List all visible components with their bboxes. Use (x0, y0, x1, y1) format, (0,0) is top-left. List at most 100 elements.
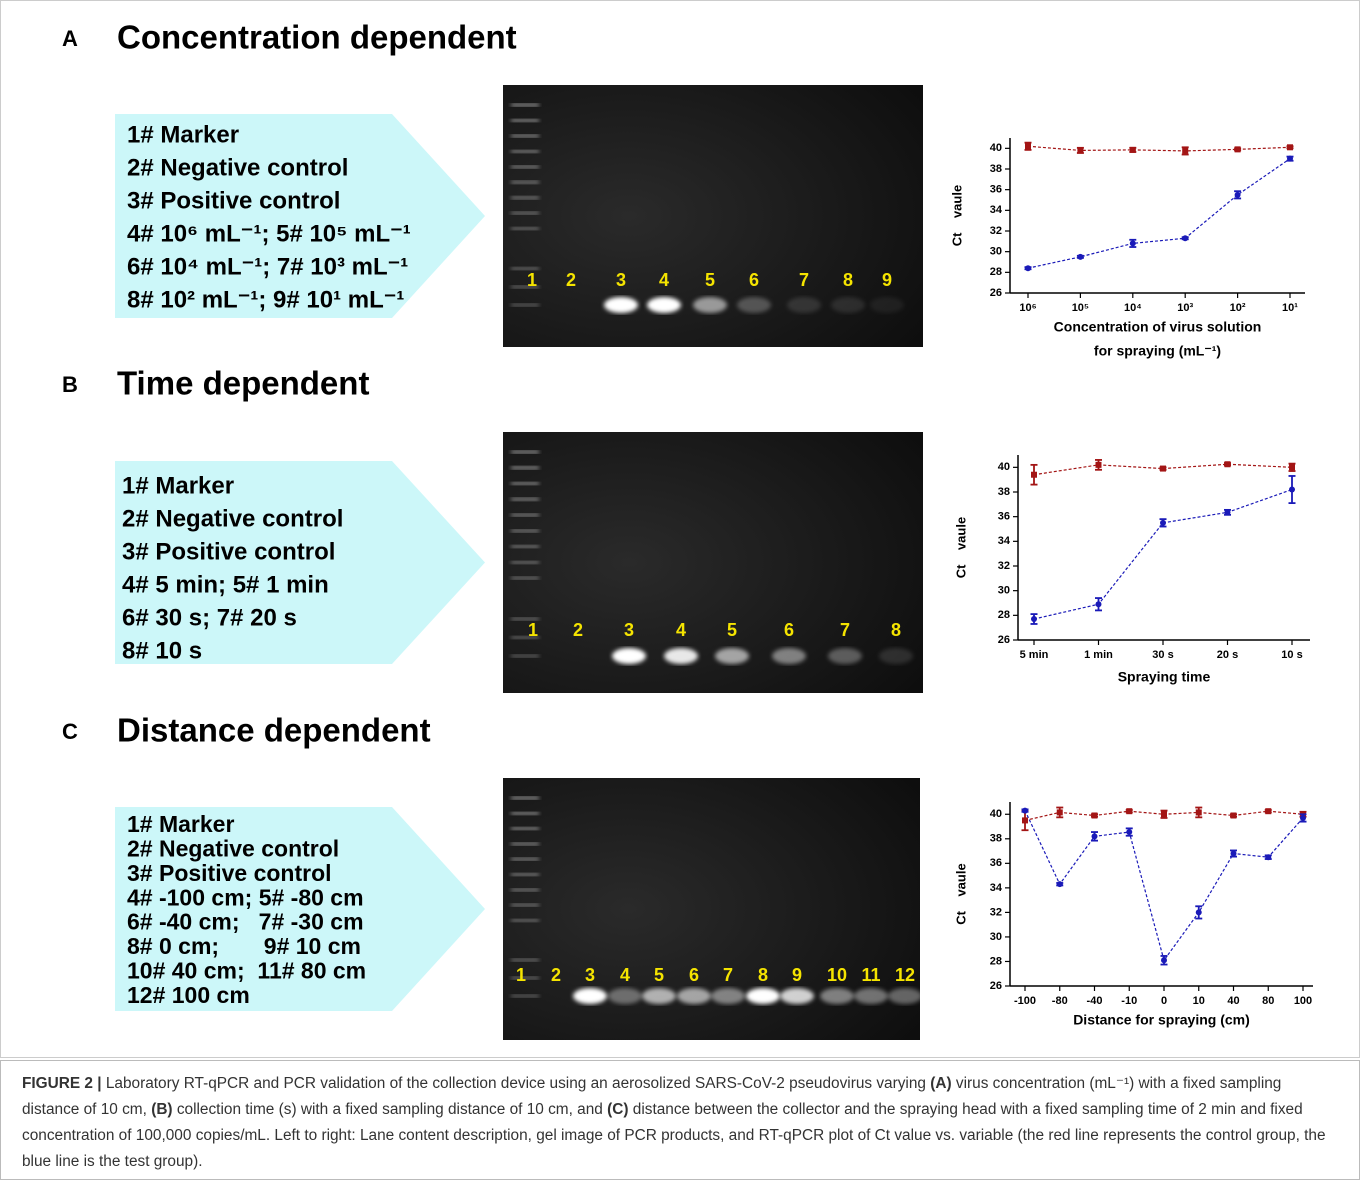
data-point (1077, 147, 1083, 153)
y-axis-label: Ct vaule (953, 517, 968, 578)
lane-description: 4# -100 cm; 5# -80 cm (127, 884, 364, 910)
lane-number: 6 (749, 270, 759, 290)
ladder-band (511, 451, 539, 454)
x-tick-label: 0 (1161, 995, 1167, 1007)
data-point (1025, 143, 1031, 149)
lane-number: 7 (840, 620, 850, 640)
gel-band (693, 297, 727, 313)
lane-number: 5 (654, 965, 664, 985)
data-point (1160, 520, 1166, 526)
gel-band (828, 648, 862, 664)
ladder-band (511, 150, 539, 153)
data-point (1022, 808, 1028, 814)
lane-description: 8# 10² mL⁻¹; 9# 10¹ mL⁻¹ (127, 286, 404, 313)
data-point (1265, 854, 1271, 860)
lane-description: 8# 10 s (122, 637, 202, 664)
y-tick-label: 34 (990, 882, 1003, 894)
ladder-band (511, 119, 539, 122)
lane-number: 4 (620, 965, 630, 985)
x-tick-label: 10⁴ (1124, 302, 1142, 314)
lane-description: 2# Negative control (122, 505, 343, 532)
ladder-band (511, 577, 539, 580)
x-tick-label: 10 s (1281, 649, 1302, 661)
lane-description: 6# 10⁴ mL⁻¹; 7# 10³ mL⁻¹ (127, 253, 408, 280)
panel-title: Concentration dependent (117, 19, 517, 56)
y-tick-label: 38 (990, 833, 1002, 845)
data-point (1096, 462, 1102, 468)
x-tick-label: 10 (1193, 995, 1205, 1007)
lane-number: 3 (585, 965, 595, 985)
y-tick-label: 32 (998, 560, 1010, 572)
data-point (1182, 148, 1188, 154)
panel-label: A (62, 26, 78, 51)
lane-description: 8# 0 cm; 9# 10 cm (127, 933, 361, 959)
gel-band (664, 648, 698, 664)
y-tick-label: 34 (998, 535, 1011, 547)
gel-band (746, 988, 780, 1004)
data-point (1196, 809, 1202, 815)
lane-number: 1 (528, 620, 538, 640)
lane-number: 5 (705, 270, 715, 290)
y-tick-label: 38 (998, 486, 1010, 498)
gel-band (888, 988, 922, 1004)
x-tick-label: -80 (1052, 995, 1068, 1007)
series-line (1034, 490, 1292, 620)
lane-number: 8 (843, 270, 853, 290)
caption-bold: (B) (151, 1101, 172, 1118)
data-point (1096, 601, 1102, 607)
caption-text: Laboratory RT-qPCR and PCR validation of… (102, 1075, 931, 1092)
lane-number: 9 (882, 270, 892, 290)
y-tick-label: 38 (990, 163, 1002, 175)
lane-description: 3# Positive control (127, 187, 340, 214)
ladder-band (511, 827, 539, 830)
ladder-band (511, 514, 539, 517)
gel-band (787, 297, 821, 313)
ladder-band (511, 104, 539, 107)
panel-label: B (62, 372, 78, 397)
x-tick-label: -40 (1087, 995, 1103, 1007)
y-tick-label: 36 (998, 511, 1010, 523)
y-tick-label: 36 (990, 184, 1002, 196)
data-point (1289, 464, 1295, 470)
x-tick-label: -10 (1121, 995, 1137, 1007)
x-tick-label: 100 (1294, 995, 1312, 1007)
data-point (1196, 909, 1202, 915)
ladder-band (511, 873, 539, 876)
ladder-band (511, 181, 539, 184)
ladder-band (511, 995, 539, 998)
lane-description: 2# Negative control (127, 154, 348, 181)
gel-band (780, 988, 814, 1004)
ladder-band (511, 904, 539, 907)
ladder-band (511, 959, 539, 962)
data-point (1265, 808, 1271, 814)
data-point (1289, 487, 1295, 493)
data-point (1025, 265, 1031, 271)
lane-number: 10 (827, 965, 847, 985)
panel-title: Distance dependent (117, 712, 431, 749)
data-point (1057, 809, 1063, 815)
lane-number: 6 (689, 965, 699, 985)
data-point (1235, 192, 1241, 198)
data-point (1225, 509, 1231, 515)
x-tick-label: -100 (1014, 995, 1036, 1007)
lane-description: 10# 40 cm; 11# 80 cm (127, 957, 366, 983)
data-point (1300, 815, 1306, 821)
ladder-band (511, 797, 539, 800)
series-line (1025, 811, 1303, 961)
lane-number: 2 (573, 620, 583, 640)
lane-description: 6# 30 s; 7# 20 s (122, 604, 297, 631)
ladder-band (511, 134, 539, 137)
lane-number: 8 (758, 965, 768, 985)
ladder-band (511, 227, 539, 230)
y-tick-label: 26 (990, 980, 1002, 992)
lane-description: 4# 5 min; 5# 1 min (122, 571, 329, 598)
lane-number: 12 (895, 965, 915, 985)
x-tick-label: 20 s (1217, 649, 1238, 661)
page: AConcentration dependent1# Marker2# Nega… (0, 0, 1360, 1180)
ladder-band (511, 655, 539, 658)
ladder-band (511, 498, 539, 501)
gel-band (879, 648, 913, 664)
y-axis-label: Ct vaule (953, 863, 968, 924)
ladder-band (511, 482, 539, 485)
